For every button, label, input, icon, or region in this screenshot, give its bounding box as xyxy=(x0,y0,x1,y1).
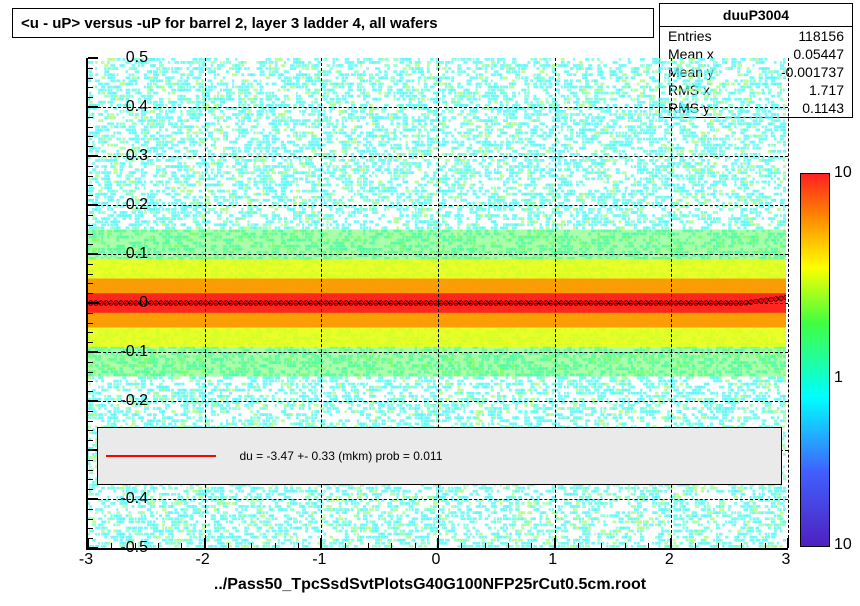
x-axis-label: ../Pass50_TpcSsdSvtPlotsG40G100NFP25rCut… xyxy=(214,576,646,594)
y-tick-label: 0 xyxy=(103,294,148,312)
y-tick-label: -0.2 xyxy=(103,392,148,410)
x-tick-label: 1 xyxy=(548,551,557,569)
colorbar-tick: 10 xyxy=(834,164,852,182)
y-tick-label: -0.1 xyxy=(103,343,148,361)
y-tick-label: 0.5 xyxy=(103,49,148,67)
y-tick-label: 0.1 xyxy=(103,245,148,263)
chart-title-box: <u - uP> versus -uP for barrel 2, layer … xyxy=(12,8,654,38)
x-tick-label: 0 xyxy=(432,551,441,569)
colorbar xyxy=(800,173,830,547)
x-tick-label: -1 xyxy=(312,551,326,569)
colorbar-tick: 1 xyxy=(834,369,843,387)
stats-row-entries: Entries 118156 xyxy=(660,27,852,45)
fit-line-sample xyxy=(106,455,216,457)
stats-label: Entries xyxy=(668,28,712,44)
y-tick-label: 0.2 xyxy=(103,196,148,214)
stats-value: 118156 xyxy=(798,28,844,44)
stats-value: 0.05447 xyxy=(793,46,844,62)
x-tick-label: 2 xyxy=(665,551,674,569)
fit-legend-box: du = -3.47 +- 0.33 (mkm) prob = 0.011 xyxy=(97,427,783,485)
stats-value: 0.1143 xyxy=(802,100,844,116)
y-tick-label: -0.4 xyxy=(103,490,148,508)
stats-value: 1.717 xyxy=(809,82,844,98)
y-tick-label: 0.3 xyxy=(103,147,148,165)
stats-name: duuP3004 xyxy=(660,4,852,27)
y-tick-label: 0.4 xyxy=(103,98,148,116)
x-tick-label: -3 xyxy=(79,551,93,569)
fit-legend-text: du = -3.47 +- 0.33 (mkm) prob = 0.011 xyxy=(240,449,443,463)
x-tick-label: -2 xyxy=(196,551,210,569)
colorbar-tick: 10 xyxy=(834,536,852,554)
x-tick-label: 3 xyxy=(782,551,791,569)
y-tick-label: -0.5 xyxy=(103,539,148,557)
chart-title: <u - uP> versus -uP for barrel 2, layer … xyxy=(21,15,438,32)
stats-value: -0.001737 xyxy=(781,64,844,80)
